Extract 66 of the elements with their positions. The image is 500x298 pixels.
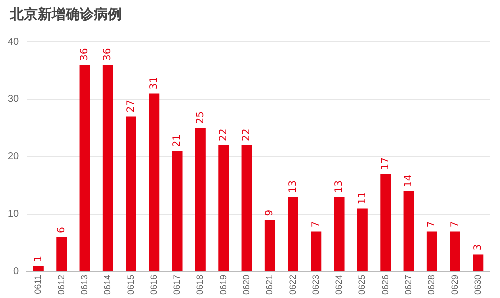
x-tick-label: 0624 bbox=[334, 274, 344, 296]
bar bbox=[358, 208, 368, 272]
data-label: 14 bbox=[404, 174, 415, 188]
data-label: 13 bbox=[288, 180, 299, 194]
data-label: 36 bbox=[80, 48, 91, 61]
bar bbox=[404, 191, 414, 272]
x-tick-label: 0625 bbox=[357, 274, 368, 296]
x-tick-label: 0611 bbox=[33, 274, 44, 294]
bar bbox=[195, 128, 206, 272]
data-label: 36 bbox=[102, 48, 114, 61]
x-tick-label: 0621 bbox=[264, 274, 275, 296]
bar bbox=[473, 254, 484, 272]
data-label: 21 bbox=[172, 134, 184, 148]
data-label: 13 bbox=[334, 180, 346, 194]
y-tick-label: 30 bbox=[8, 94, 20, 106]
bar bbox=[450, 232, 460, 272]
x-tick-label: 0612 bbox=[56, 274, 66, 296]
x-tick-label: 0617 bbox=[172, 274, 182, 296]
x-tick-label: 0629 bbox=[450, 274, 460, 296]
bar bbox=[126, 116, 136, 272]
bar bbox=[149, 94, 160, 272]
data-label: 11 bbox=[357, 192, 368, 205]
data-label: 17 bbox=[380, 158, 392, 170]
bar bbox=[242, 145, 252, 272]
data-label: 7 bbox=[426, 221, 438, 228]
x-tick-label: 0627 bbox=[403, 274, 414, 296]
bar bbox=[56, 237, 68, 272]
y-tick-label: 40 bbox=[8, 36, 20, 48]
data-label: 9 bbox=[264, 210, 276, 216]
data-label: 7 bbox=[311, 221, 322, 228]
data-label: 6 bbox=[56, 227, 68, 234]
x-tick-label: 0626 bbox=[380, 274, 390, 296]
data-label: 25 bbox=[195, 112, 206, 124]
x-tick-label: 0619 bbox=[218, 274, 228, 296]
x-tick-label: 0613 bbox=[79, 274, 90, 296]
bar bbox=[380, 174, 392, 272]
data-label: 27 bbox=[126, 100, 137, 113]
x-tick-label: 0614 bbox=[102, 274, 113, 296]
bar bbox=[264, 220, 276, 272]
y-tick-label: 0 bbox=[14, 266, 20, 278]
bar bbox=[218, 145, 230, 272]
data-label: 1 bbox=[33, 256, 44, 262]
y-tick-label: 20 bbox=[8, 152, 20, 163]
x-tick-label: 0630 bbox=[472, 274, 483, 296]
bar bbox=[311, 232, 322, 272]
chart-title: 北京新增确诊病例 bbox=[10, 6, 122, 24]
x-tick-label: 0615 bbox=[126, 274, 136, 296]
bar bbox=[102, 65, 114, 272]
data-label: 31 bbox=[149, 77, 160, 90]
bar bbox=[80, 65, 90, 272]
y-tick-label: 10 bbox=[8, 209, 20, 220]
bar bbox=[172, 151, 183, 272]
data-label: 22 bbox=[242, 128, 253, 142]
x-tick-label: 0623 bbox=[310, 274, 321, 296]
x-tick-label: 0618 bbox=[195, 274, 206, 296]
x-tick-label: 0622 bbox=[288, 274, 298, 296]
data-label: 22 bbox=[218, 128, 230, 142]
data-label: 3 bbox=[473, 244, 484, 251]
bar bbox=[33, 266, 44, 272]
x-tick-label: 0620 bbox=[241, 274, 252, 296]
data-label: 7 bbox=[450, 221, 461, 228]
bar bbox=[426, 232, 438, 272]
x-tick-label: 0628 bbox=[426, 274, 437, 296]
x-tick-label: 0616 bbox=[148, 274, 159, 296]
bar bbox=[288, 197, 298, 272]
bar bbox=[334, 197, 345, 272]
